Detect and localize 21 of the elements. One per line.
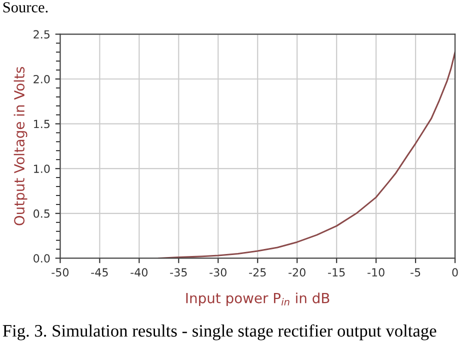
x-tick-label: -35	[170, 268, 187, 277]
source-note: Source.	[3, 2, 48, 13]
x-tick-label: -40	[130, 268, 148, 277]
x-tick-label: -10	[368, 268, 384, 277]
x-axis-title: Input power P$_{in}$ in dB	[186, 292, 330, 306]
y-tick-label: 1.0	[34, 164, 50, 173]
x-tick-label: -30	[210, 268, 226, 277]
x-tick-label: -50	[52, 268, 69, 277]
x-tick-label: -45	[91, 268, 108, 277]
x-tick-label: 0	[452, 268, 458, 277]
x-tick-label: -20	[288, 268, 306, 277]
y-tick-label: 2.5	[34, 30, 50, 39]
y-tick-label: 2.0	[34, 74, 50, 84]
x-tick-label: -25	[249, 268, 266, 277]
x-tick-label: -5	[410, 268, 420, 277]
caption: Fig. 3. Simulation results - single stage rectifier output voltage	[2, 324, 436, 340]
x-tick-label: -15	[328, 268, 345, 277]
y-tick-label: 0.5	[34, 209, 50, 218]
y-tick-label: 0.0	[34, 254, 50, 263]
y-axis-title: Output Voltage in Volts	[14, 67, 28, 226]
y-tick-label: 1.5	[34, 120, 50, 128]
